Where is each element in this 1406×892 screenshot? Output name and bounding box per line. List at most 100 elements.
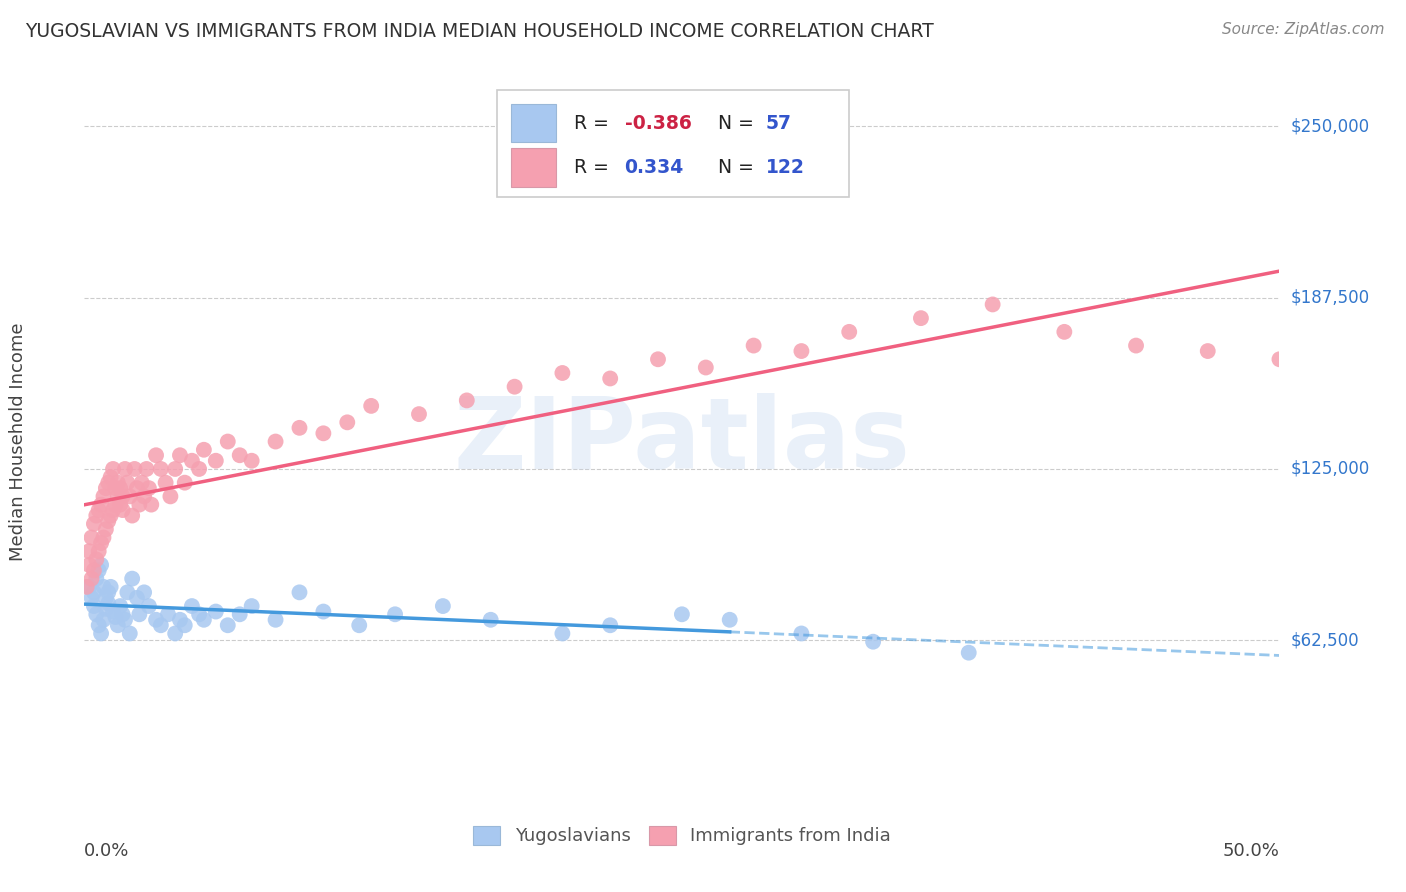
Point	[83, 599, 105, 613]
Text: 50.0%: 50.0%	[1223, 842, 1279, 860]
Text: $250,000: $250,000	[1291, 117, 1369, 136]
Point	[87, 563, 110, 577]
Point	[114, 462, 136, 476]
Point	[205, 454, 228, 468]
Point	[141, 498, 163, 512]
Point	[97, 585, 120, 599]
Point	[80, 531, 103, 545]
Point	[479, 613, 502, 627]
Point	[83, 516, 105, 531]
Point	[93, 489, 115, 503]
Point	[349, 618, 371, 632]
Point	[86, 508, 108, 523]
Point	[157, 607, 180, 622]
Point	[101, 503, 124, 517]
Point	[110, 498, 132, 512]
Point	[77, 558, 100, 572]
Point	[217, 618, 239, 632]
Point	[80, 591, 103, 605]
Point	[193, 442, 215, 457]
Point	[503, 380, 526, 394]
FancyBboxPatch shape	[510, 148, 557, 186]
Text: R =: R =	[575, 113, 616, 133]
Point	[159, 489, 181, 503]
Point	[695, 360, 717, 375]
Point	[107, 618, 129, 632]
Point	[118, 489, 141, 503]
Point	[173, 618, 195, 632]
FancyBboxPatch shape	[510, 104, 557, 143]
Point	[671, 607, 693, 622]
Point	[128, 607, 150, 622]
Point	[86, 607, 108, 622]
FancyBboxPatch shape	[496, 90, 849, 197]
Point	[165, 462, 187, 476]
Point	[742, 338, 765, 352]
Point	[131, 475, 153, 490]
Point	[360, 399, 382, 413]
Point	[149, 618, 172, 632]
Point	[456, 393, 478, 408]
Text: $187,500: $187,500	[1291, 289, 1369, 307]
Point	[790, 344, 813, 359]
Point	[165, 626, 187, 640]
Point	[599, 371, 621, 385]
Text: R =: R =	[575, 158, 616, 178]
Point	[193, 613, 215, 627]
Point	[110, 481, 132, 495]
Point	[217, 434, 239, 449]
Point	[86, 552, 108, 566]
Point	[111, 607, 134, 622]
Text: 0.334: 0.334	[624, 158, 683, 178]
Point	[125, 591, 148, 605]
Point	[188, 607, 211, 622]
Point	[101, 605, 124, 619]
Point	[93, 613, 115, 627]
Point	[173, 475, 195, 490]
Point	[121, 572, 143, 586]
Point	[432, 599, 454, 613]
Point	[599, 618, 621, 632]
Point	[551, 366, 574, 380]
Point	[264, 613, 287, 627]
Point	[110, 599, 132, 613]
Point	[138, 599, 160, 613]
Point	[107, 475, 129, 490]
Point	[264, 434, 287, 449]
Point	[229, 607, 252, 622]
Text: ZIPatlas: ZIPatlas	[454, 393, 910, 490]
Point	[121, 508, 143, 523]
Point	[862, 634, 884, 648]
Point	[145, 448, 167, 462]
Point	[149, 462, 172, 476]
Point	[83, 585, 105, 599]
Point	[135, 462, 157, 476]
Text: N =: N =	[718, 113, 759, 133]
Point	[336, 415, 359, 429]
Point	[790, 626, 813, 640]
Point	[76, 580, 98, 594]
Text: 122: 122	[766, 158, 804, 178]
Point	[288, 421, 311, 435]
Point	[181, 454, 204, 468]
Point	[97, 596, 120, 610]
Point	[97, 514, 120, 528]
Point	[86, 572, 108, 586]
Point	[169, 613, 191, 627]
Point	[117, 585, 139, 599]
Point	[155, 475, 177, 490]
Point	[145, 613, 167, 627]
Point	[114, 613, 136, 627]
Point	[240, 454, 263, 468]
Point	[77, 580, 100, 594]
Text: N =: N =	[718, 158, 759, 178]
Text: 0.0%: 0.0%	[84, 842, 129, 860]
Point	[83, 563, 105, 577]
Point	[87, 618, 110, 632]
Text: 57: 57	[766, 113, 792, 133]
Point	[87, 503, 110, 517]
Legend: Yugoslavians, Immigrants from India: Yugoslavians, Immigrants from India	[464, 817, 900, 855]
Text: YUGOSLAVIAN VS IMMIGRANTS FROM INDIA MEDIAN HOUSEHOLD INCOME CORRELATION CHART: YUGOSLAVIAN VS IMMIGRANTS FROM INDIA MED…	[25, 22, 934, 41]
Point	[104, 498, 127, 512]
Point	[124, 462, 146, 476]
